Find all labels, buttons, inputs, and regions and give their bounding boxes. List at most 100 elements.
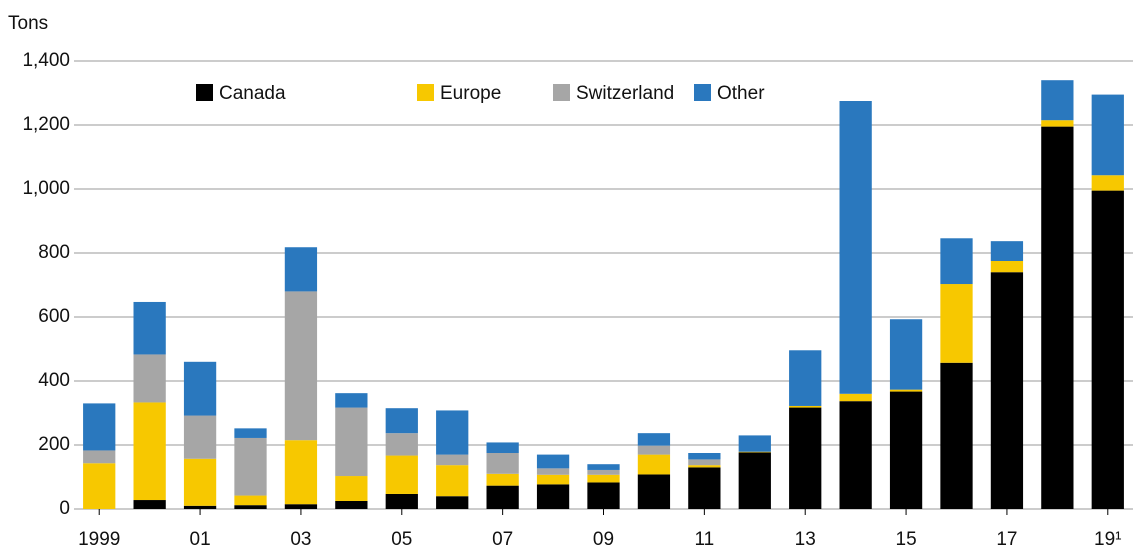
bar-segment	[789, 350, 822, 406]
y-tick-label: 400	[38, 370, 70, 391]
bar-segment	[1041, 120, 1074, 127]
legend-label: Europe	[440, 83, 501, 104]
bar-segment	[940, 238, 973, 285]
bar-segment	[1091, 190, 1124, 509]
bar-segment	[385, 408, 418, 434]
y-tick-label: 200	[38, 434, 70, 455]
x-tick-label: 19¹	[1094, 529, 1121, 550]
bar-segment	[587, 474, 620, 483]
bar-segment	[335, 501, 368, 509]
bar-segment	[183, 458, 217, 506]
bar-segment	[789, 407, 822, 509]
bar-segment	[385, 433, 418, 456]
bar-segment	[335, 476, 368, 501]
y-tick-label: 1,400	[22, 50, 70, 71]
legend-label: Canada	[219, 83, 286, 104]
bar-segment	[940, 284, 973, 363]
bar-segment	[284, 291, 318, 441]
bar-segment	[83, 403, 116, 451]
bar-segment	[536, 474, 570, 485]
x-tick-label: 05	[391, 529, 412, 550]
bar-segment	[234, 505, 267, 509]
bar-segment	[486, 473, 519, 486]
legend-label: Switzerland	[576, 83, 674, 104]
legend-swatch	[694, 84, 711, 101]
bar-segment	[738, 451, 771, 453]
y-tick-label: 600	[38, 306, 70, 327]
bar-segment	[335, 407, 368, 477]
x-tick-label: 03	[290, 529, 311, 550]
bar-segment	[637, 454, 671, 475]
bar-segment	[839, 101, 872, 394]
bar-segment	[688, 453, 721, 460]
legend-swatch	[196, 84, 213, 101]
x-tick-label: 1999	[78, 529, 120, 550]
y-axis-label: Tons	[8, 13, 48, 34]
bar-segment	[284, 247, 318, 292]
bar-segment	[688, 459, 721, 466]
bar-segment	[133, 301, 166, 355]
x-tick-label: 01	[190, 529, 211, 550]
bar-segment	[436, 410, 469, 455]
bar-segment	[587, 464, 620, 470]
bar-segment	[990, 241, 1024, 261]
x-tick-label: 07	[492, 529, 513, 550]
x-tick-label: 17	[996, 529, 1017, 550]
bar-segment	[839, 393, 872, 402]
bar-segment	[889, 391, 923, 509]
bar-segment	[738, 452, 771, 509]
bar-segment	[940, 362, 973, 509]
y-tick-label: 800	[38, 242, 70, 263]
bar-segment	[536, 484, 570, 509]
bar-segment	[284, 504, 318, 509]
bar-segment	[183, 361, 217, 416]
bar-segment	[486, 485, 519, 509]
bar-segment	[183, 415, 217, 459]
x-tick-label: 11	[694, 529, 714, 550]
bar-segment	[688, 465, 721, 468]
bar-segment	[436, 454, 469, 466]
bar-segment	[587, 469, 620, 475]
bar-segment	[839, 401, 872, 509]
bar-segment	[1091, 175, 1124, 191]
bar-segment	[789, 405, 822, 408]
bar-segment	[990, 261, 1024, 273]
bar-segment	[133, 500, 166, 509]
y-tick-label: 0	[59, 498, 70, 519]
bar-segment	[385, 455, 418, 494]
bar-segment	[990, 272, 1024, 509]
legend-label: Other	[717, 83, 765, 104]
bar-segment	[83, 450, 116, 464]
y-tick-label: 1,000	[22, 178, 70, 199]
legend-swatch	[417, 84, 434, 101]
bar-segment	[436, 496, 469, 509]
bar-segment	[234, 437, 267, 496]
bar-segment	[133, 354, 166, 403]
bar-segment	[889, 319, 923, 390]
bar-segment	[234, 428, 267, 438]
x-tick-label: 09	[593, 529, 614, 550]
bar-segment	[637, 433, 671, 446]
x-tick-label: 15	[896, 529, 917, 550]
bar-segment	[183, 505, 217, 509]
bar-segment	[587, 482, 620, 509]
bar-segment	[688, 467, 721, 509]
bar-segment	[486, 453, 519, 474]
bar-segment	[1041, 80, 1074, 121]
bar-segment	[284, 440, 318, 505]
bar-segment	[335, 393, 368, 408]
bar-segment	[83, 463, 116, 509]
bar-segment	[637, 474, 671, 509]
x-tick-label: 13	[795, 529, 816, 550]
bar-segment	[637, 445, 671, 455]
y-tick-label: 1,200	[22, 114, 70, 135]
bar-segment	[889, 389, 923, 392]
bar-segment	[536, 454, 570, 469]
bar-segment	[385, 493, 418, 509]
legend-swatch	[553, 84, 570, 101]
bar-segment	[1091, 94, 1124, 176]
bar-segment	[234, 495, 267, 506]
bar-segment	[738, 435, 771, 452]
bar-segment	[133, 402, 166, 501]
bar-segment	[1041, 126, 1074, 509]
